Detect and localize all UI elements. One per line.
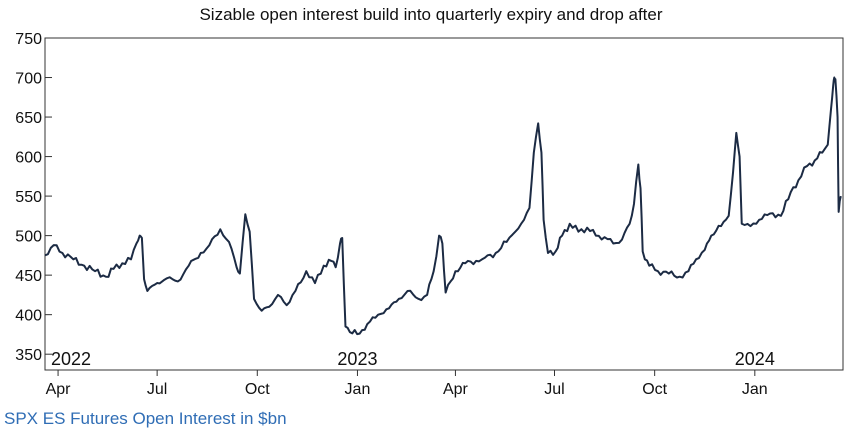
- series-layer: [44, 76, 842, 336]
- x-axis: Apr Jul Oct Jan Apr Jul Oct Jan: [46, 370, 768, 398]
- y-tick-label: 700: [15, 71, 42, 88]
- plot-frame: [44, 37, 844, 371]
- chart-footer-caption: SPX ES Futures Open Interest in $bn: [4, 409, 287, 428]
- y-tick-label: 400: [15, 308, 42, 325]
- y-axis: 350 400 450 500 550 600 650 700 750: [15, 31, 52, 364]
- x-tick-label: Oct: [642, 381, 667, 398]
- chart-title: Sizable open interest build into quarter…: [199, 5, 662, 24]
- x-tick-label: Jul: [544, 381, 564, 398]
- year-labels: 2022 2023 2024: [51, 349, 775, 369]
- y-tick-label: 350: [15, 347, 42, 364]
- year-label: 2024: [735, 349, 775, 369]
- x-tick-label: Oct: [245, 381, 270, 398]
- y-tick-label: 500: [15, 229, 42, 246]
- x-tick-label: Jan: [742, 381, 768, 398]
- x-tick-label: Jan: [345, 381, 371, 398]
- y-tick-label: 600: [15, 150, 42, 167]
- x-tick-label: Apr: [443, 381, 469, 398]
- series-line: [44, 76, 842, 336]
- y-tick-label: 750: [15, 31, 42, 48]
- x-tick-label: Jul: [147, 381, 167, 398]
- y-tick-label: 550: [15, 189, 42, 206]
- y-tick-label: 650: [15, 110, 42, 127]
- year-label: 2022: [51, 349, 91, 369]
- year-label: 2023: [337, 349, 377, 369]
- x-tick-label: Apr: [46, 381, 72, 398]
- y-tick-label: 450: [15, 268, 42, 285]
